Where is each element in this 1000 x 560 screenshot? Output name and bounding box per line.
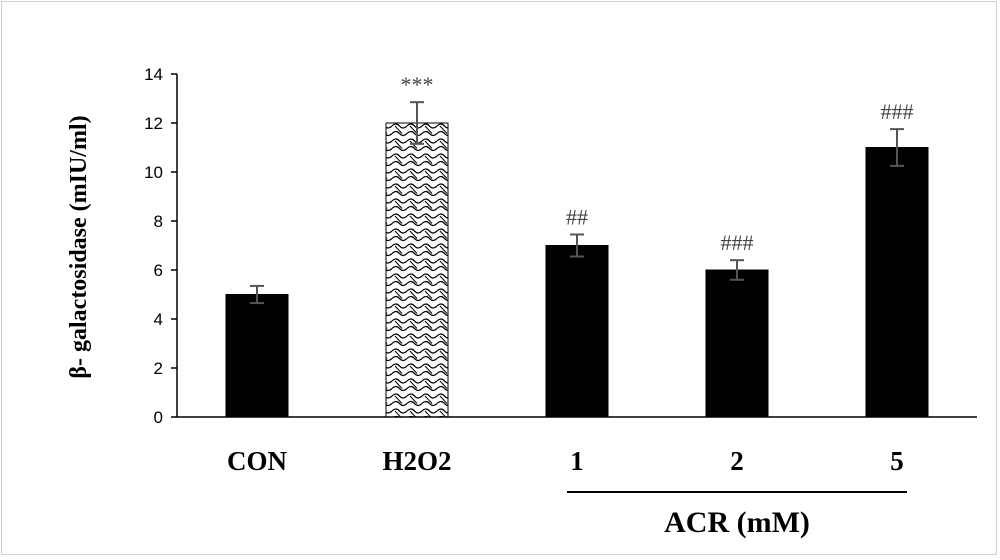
annotation-h2o2: *** xyxy=(401,72,434,97)
bar-h2o2 xyxy=(385,122,449,418)
error-bar-h2o2 xyxy=(410,101,424,145)
annotation-5: ### xyxy=(881,99,914,124)
y-tick-label: 6 xyxy=(154,261,163,280)
x-category-labels: CON H2O2 1 2 5 xyxy=(227,446,904,476)
bar-1 xyxy=(545,245,609,418)
bar-2 xyxy=(705,269,769,418)
bars xyxy=(225,122,929,418)
error-bar-5 xyxy=(890,128,904,167)
error-bar-1 xyxy=(570,233,584,258)
category-label-5: 5 xyxy=(890,446,904,476)
y-tick-label: 10 xyxy=(144,163,163,182)
error-bar-2 xyxy=(730,259,744,281)
y-tick-labels: 0 2 4 6 8 10 12 14 xyxy=(144,65,163,427)
category-label-2: 2 xyxy=(730,446,744,476)
y-tick-label: 14 xyxy=(144,65,163,84)
bar-5 xyxy=(865,147,929,418)
bar-con xyxy=(225,294,289,418)
error-bar-con xyxy=(250,284,264,305)
axes xyxy=(171,73,977,418)
annotation-2: ### xyxy=(721,230,754,255)
y-tick-label: 12 xyxy=(144,114,163,133)
significance-annotations: ***######## xyxy=(401,72,914,255)
annotation-1: ## xyxy=(566,204,588,229)
y-tick-label: 4 xyxy=(154,310,163,329)
y-axis-label: β- galactosidase (mIU/ml) xyxy=(66,115,92,378)
category-label-h2o2: H2O2 xyxy=(382,446,451,476)
y-tick-label: 8 xyxy=(154,212,163,231)
error-bars xyxy=(250,101,904,305)
y-tick-label: 0 xyxy=(154,408,163,427)
y-tick-label: 2 xyxy=(154,359,163,378)
category-label-con: CON xyxy=(227,446,288,476)
acr-group-label: ACR (mM) xyxy=(664,506,810,539)
category-label-1: 1 xyxy=(570,446,584,476)
